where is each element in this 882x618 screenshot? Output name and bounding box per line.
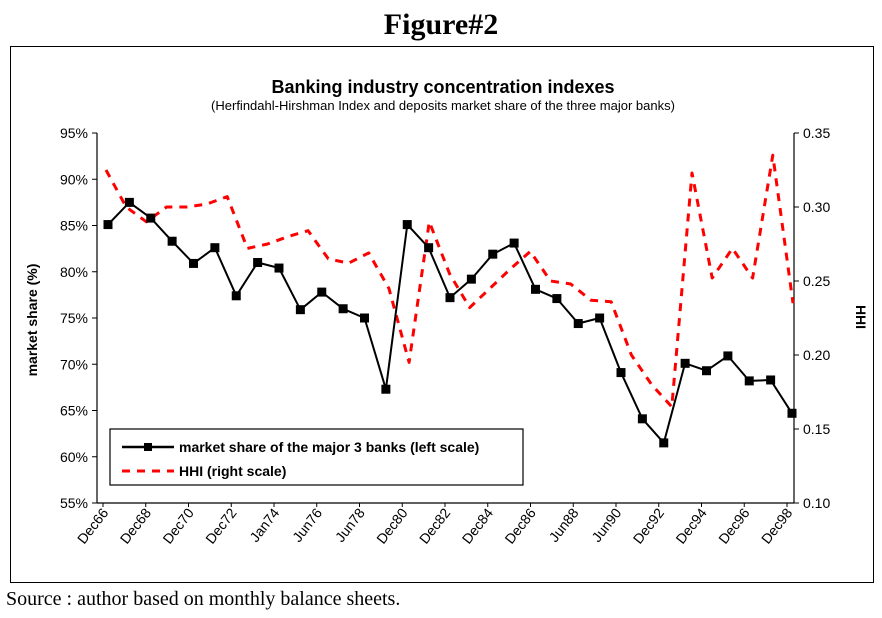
x-tick-label: Dec84 <box>459 505 497 547</box>
market-share-point <box>317 287 327 297</box>
market-share-point <box>360 313 369 323</box>
x-tick-label: Jun76 <box>289 505 325 545</box>
y-tick-label: 95% <box>60 125 88 141</box>
legend-box <box>109 428 524 486</box>
legend-label-hhi: HHI (right scale) <box>179 463 286 479</box>
market-share-point <box>167 236 177 246</box>
legend-label-market-share: market share of the major 3 banks (left … <box>179 439 479 455</box>
market-share-point <box>295 305 305 315</box>
market-share-point <box>616 368 626 378</box>
market-share-point <box>509 238 519 248</box>
x-tick-label: Dec96 <box>715 505 753 547</box>
y-tick-label: 70% <box>60 356 88 372</box>
market-share-point <box>637 414 647 424</box>
y-tick-label: 80% <box>60 264 88 280</box>
x-tick-label: Dec68 <box>117 505 155 547</box>
y-tick-label: 55% <box>60 495 88 511</box>
source-note: Source : author based on monthly balance… <box>6 588 401 610</box>
y2-tick-label: 0.35 <box>803 125 830 141</box>
market-share-point <box>744 376 754 386</box>
x-tick-label: Dec70 <box>159 505 197 547</box>
market-share-point <box>231 291 241 301</box>
market-share-point <box>381 384 391 394</box>
x-tick-label: Dec94 <box>672 505 710 547</box>
x-tick-label: Dec92 <box>630 505 668 547</box>
market-share-point <box>531 284 540 294</box>
x-tick-label: Dec98 <box>758 505 796 547</box>
market-share-point <box>680 358 690 368</box>
x-axis-ticks: Dec66 Dec68 Dec70 Dec72 Jan74 Jun76 Jun78 Dec80… <box>74 503 796 547</box>
market-share-point <box>488 249 498 259</box>
market-share-point <box>723 351 733 361</box>
market-share-point <box>253 258 263 267</box>
market-share-point <box>210 243 220 253</box>
y-tick-label: 60% <box>60 449 88 465</box>
x-tick-label: Jun88 <box>546 505 582 545</box>
market-share-point <box>573 319 583 329</box>
y2-axis-label: HHI <box>853 305 869 329</box>
chart-title: Banking industry concentration indexes <box>271 77 614 97</box>
market-share-point <box>445 293 455 303</box>
x-tick-label: Dec66 <box>74 505 112 547</box>
series-hhi-line <box>104 153 795 409</box>
market-share-point <box>189 258 198 268</box>
right-axis-ticks: 0.10 0.15 0.20 0.25 0.30 0.35 <box>794 125 830 511</box>
market-share-point <box>766 375 776 385</box>
x-tick-label: Dec80 <box>373 505 411 547</box>
market-share-point <box>424 243 434 253</box>
y2-tick-label: 0.10 <box>803 495 830 511</box>
market-share-point <box>103 220 113 230</box>
market-share-point <box>595 313 605 323</box>
left-axis-ticks: 55% 60% 65% 70% 75% 80% 85% 90% 95% <box>60 125 97 511</box>
x-tick-label: Dec72 <box>202 505 240 547</box>
market-share-point <box>466 274 476 284</box>
legend: market share of the major 3 banks (left … <box>109 428 524 486</box>
x-tick-label: Dec82 <box>416 505 454 547</box>
x-tick-label: Jun90 <box>588 505 624 545</box>
x-tick-label: Jan74 <box>246 505 282 545</box>
market-share-point <box>338 304 348 314</box>
chart-subtitle: (Herfindahl-Hirshman Index and deposits … <box>211 98 675 113</box>
chart-frame: Banking industry concentration indexes (… <box>10 46 874 583</box>
market-share-point <box>702 366 711 376</box>
y-axis-label: market share (%) <box>24 264 40 377</box>
y2-tick-label: 0.25 <box>803 273 830 289</box>
y-tick-label: 65% <box>60 403 88 419</box>
series-market-share-line <box>107 201 793 444</box>
market-share-point <box>787 408 797 418</box>
figure-title: Figure#2 <box>383 8 499 41</box>
legend-marker-market-share <box>144 443 152 451</box>
series-layer <box>103 153 797 448</box>
x-tick-label: Dec86 <box>501 505 539 547</box>
market-share-point <box>124 197 134 207</box>
market-share-point <box>402 220 412 230</box>
y-tick-label: 75% <box>60 310 88 326</box>
market-share-point <box>274 263 284 273</box>
x-tick-label: Jun78 <box>332 505 368 545</box>
y2-tick-label: 0.20 <box>803 347 830 363</box>
y2-tick-label: 0.30 <box>803 199 830 215</box>
y-tick-label: 85% <box>60 218 88 234</box>
y2-tick-label: 0.15 <box>803 421 830 437</box>
market-share-point <box>659 438 669 448</box>
market-share-point <box>146 213 156 223</box>
y-tick-label: 90% <box>60 171 88 187</box>
market-share-point <box>552 294 562 304</box>
line-chart: Banking industry concentration indexes (… <box>24 77 869 547</box>
